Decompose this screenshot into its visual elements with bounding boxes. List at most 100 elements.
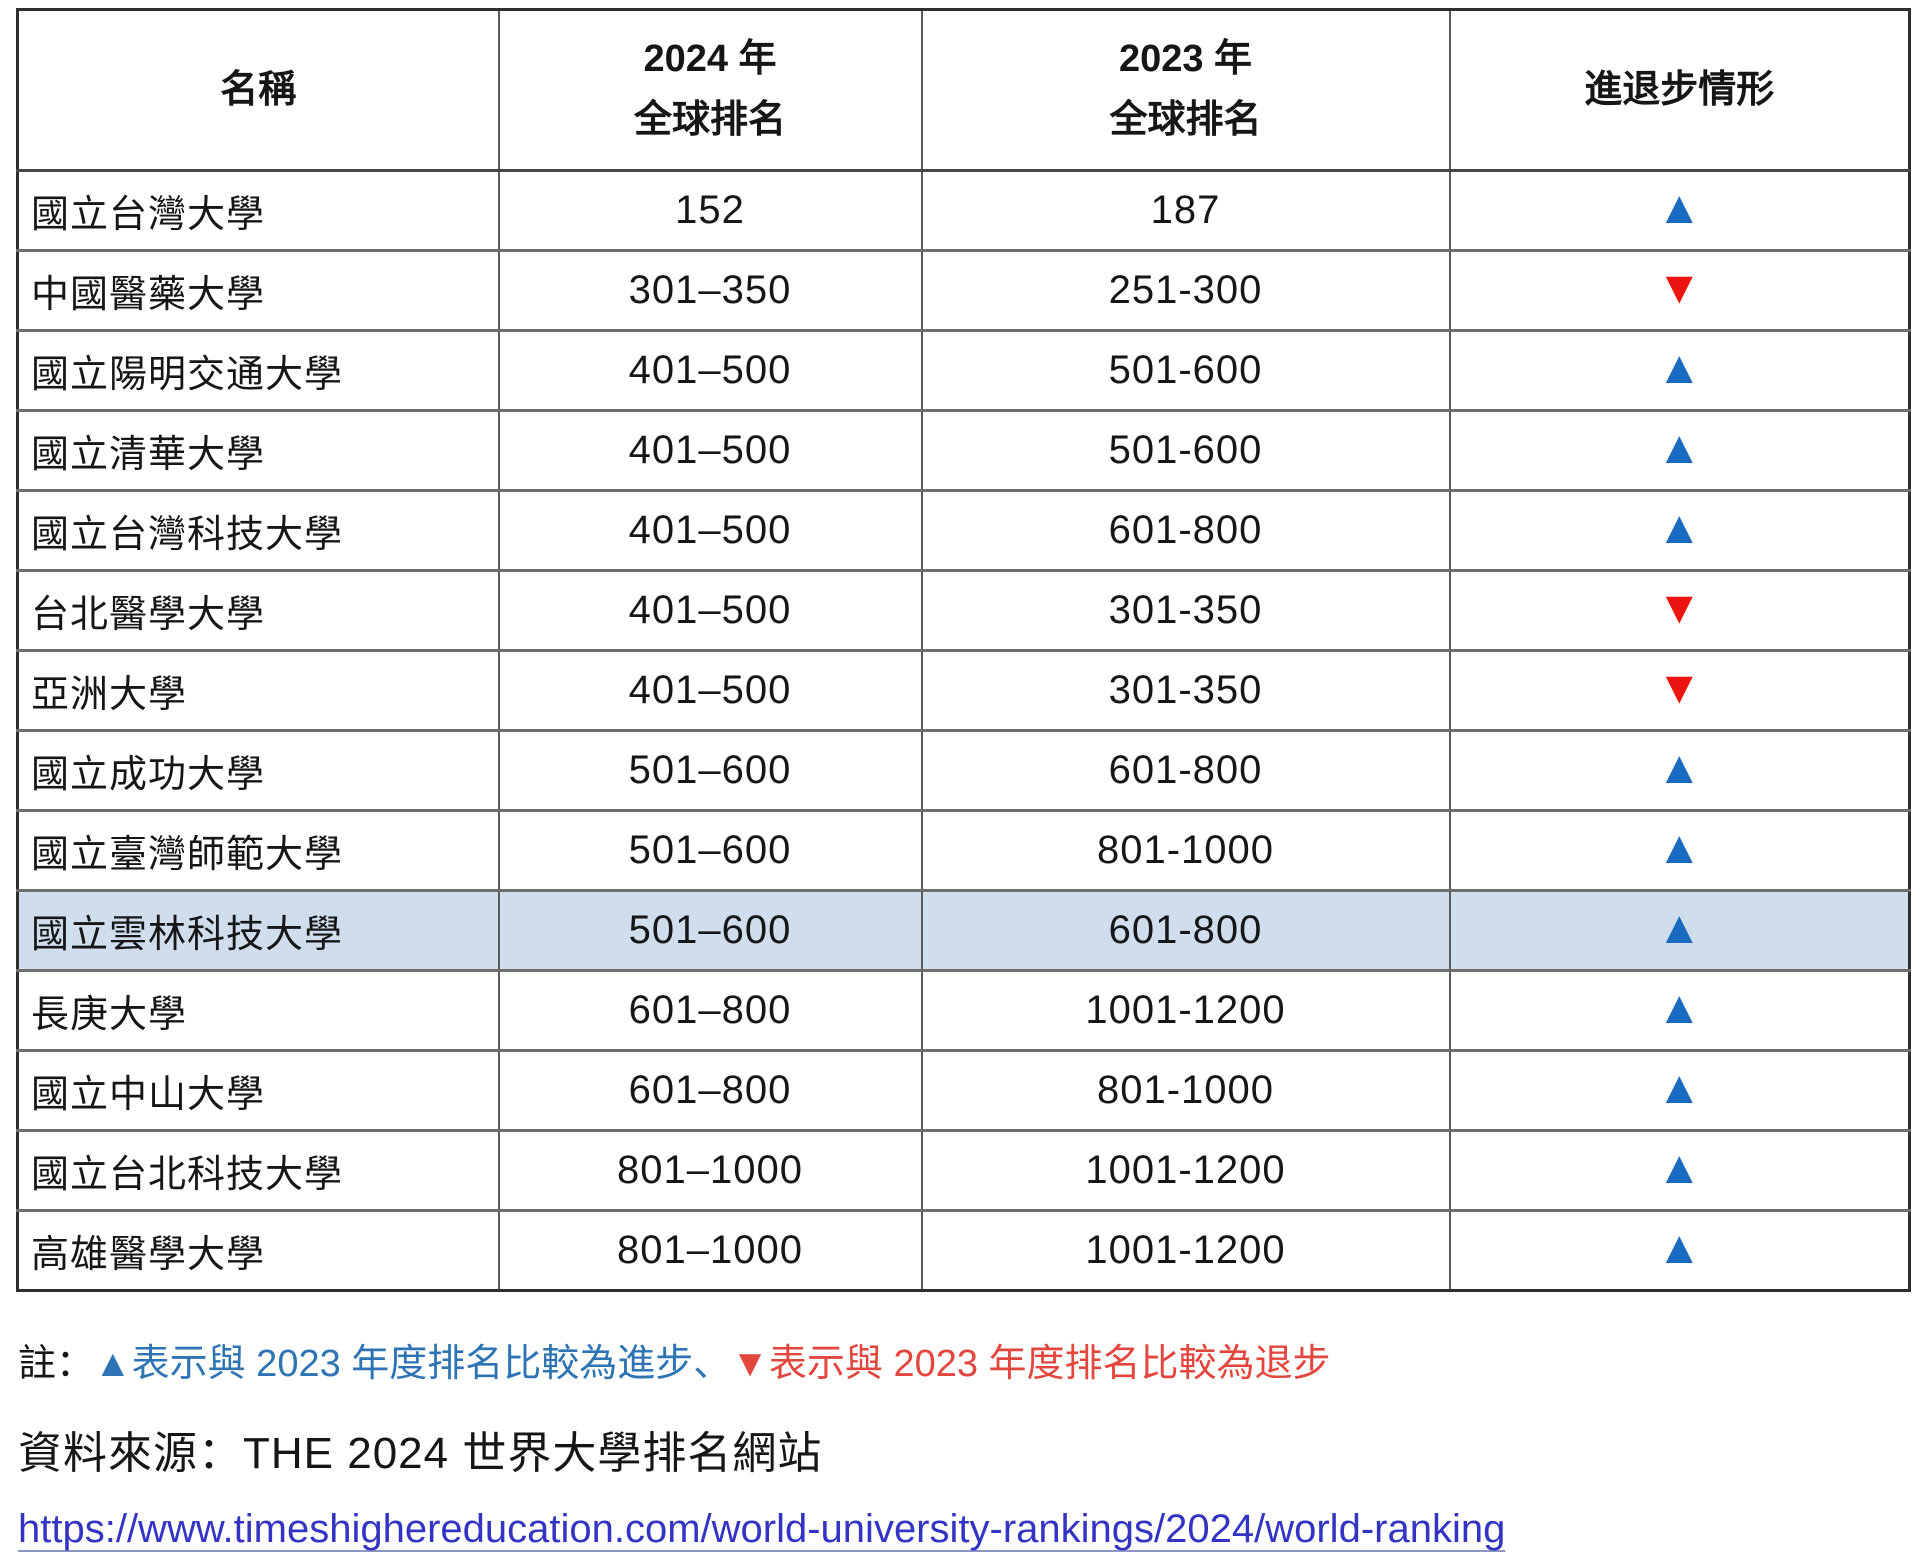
trend-up-icon: ▲ <box>1656 1061 1703 1113</box>
university-name: 亞洲大學 <box>17 649 499 731</box>
university-name: 國立台灣科技大學 <box>17 489 499 571</box>
col-header-2024-line1: 2024 年 <box>643 38 777 81</box>
trend-down-icon: ▼ <box>1656 661 1703 713</box>
trend-up-icon: ▲ <box>1656 181 1703 233</box>
source-url-line: https://www.timeshighereducation.com/wor… <box>18 1507 1908 1552</box>
rank-2024-value: 301–350 <box>497 249 922 331</box>
table-row: 國立清華大學 401–500 501-600 ▲ <box>17 409 1910 491</box>
rank-2024-value: 601–800 <box>497 1049 922 1131</box>
col-header-trend: 進退步情形 <box>1448 9 1910 172</box>
rank-2023-value: 601-800 <box>920 489 1450 571</box>
table-row: 台北醫學大學 401–500 301-350 ▼ <box>17 569 1910 651</box>
col-header-2023-rank: 2023 年 全球排名 <box>920 9 1450 172</box>
rank-2024-value: 401–500 <box>497 569 922 651</box>
table-row: 國立台灣大學 152 187 ▲ <box>17 169 1910 251</box>
university-name: 國立台北科技大學 <box>17 1129 499 1211</box>
table-row: 國立臺灣師範大學 501–600 801-1000 ▲ <box>17 809 1910 891</box>
rank-2023-value: 1001-1200 <box>920 1209 1450 1291</box>
trend-cell: ▲ <box>1448 729 1910 811</box>
rank-2024-value: 152 <box>497 169 922 251</box>
trend-cell: ▲ <box>1448 489 1910 571</box>
rank-2024-value: 801–1000 <box>497 1129 922 1211</box>
trend-up-icon: ▲ <box>1656 1141 1703 1193</box>
trend-cell: ▲ <box>1448 969 1910 1051</box>
table-row: 中國醫藥大學 301–350 251-300 ▼ <box>17 249 1910 331</box>
trend-cell: ▼ <box>1448 649 1910 731</box>
trend-cell: ▲ <box>1448 1129 1910 1211</box>
trend-down-icon: ▼ <box>1656 581 1703 633</box>
trend-down-icon: ▼ <box>1656 261 1703 313</box>
table-row: 長庚大學 601–800 1001-1200 ▲ <box>17 969 1910 1051</box>
rank-2023-value: 601-800 <box>920 889 1450 971</box>
col-header-2024-line2: 全球排名 <box>633 99 786 141</box>
rank-2023-value: 187 <box>920 169 1450 251</box>
university-name: 長庚大學 <box>17 969 499 1051</box>
university-name: 台北醫學大學 <box>17 569 499 651</box>
university-name: 國立臺灣師範大學 <box>17 809 499 891</box>
col-header-trend-label: 進退步情形 <box>1584 68 1775 111</box>
table-row: 高雄醫學大學 801–1000 1001-1200 ▲ <box>17 1209 1910 1291</box>
rank-2023-value: 501-600 <box>920 409 1450 491</box>
note-decline-text: ▼表示與 2023 年度排名比較為退步 <box>731 1343 1331 1385</box>
university-name: 國立陽明交通大學 <box>17 329 499 411</box>
legend-note: 註：▲表示與 2023 年度排名比較為進步、▼表示與 2023 年度排名比較為退… <box>18 1332 1908 1387</box>
col-header-2023-line1: 2023 年 <box>1118 38 1253 81</box>
data-source-line: 資料來源：THE 2024 世界大學排名網站 <box>18 1429 823 1478</box>
trend-up-icon: ▲ <box>1656 981 1703 1033</box>
note-prefix: 註： <box>18 1343 95 1385</box>
rank-2023-value: 251-300 <box>920 249 1450 331</box>
table-row: 亞洲大學 401–500 301-350 ▼ <box>17 649 1910 731</box>
university-ranking-table: 名稱 2024 年 全球排名 2023 年 全球排名 進退步情形 國立台灣大學 … <box>16 8 1911 1292</box>
rank-2024-value: 401–500 <box>497 409 922 491</box>
trend-cell: ▲ <box>1448 1209 1910 1291</box>
trend-cell: ▼ <box>1448 249 1910 331</box>
table-row: 國立台灣科技大學 401–500 601-800 ▲ <box>17 489 1910 571</box>
trend-cell: ▲ <box>1448 169 1910 251</box>
rank-2024-value: 401–500 <box>497 649 922 731</box>
trend-cell: ▲ <box>1448 329 1910 411</box>
rank-2023-value: 501-600 <box>920 329 1450 411</box>
rank-2023-value: 301-350 <box>920 649 1450 731</box>
rank-2023-value: 301-350 <box>920 569 1450 651</box>
rank-2024-value: 401–500 <box>497 329 922 411</box>
trend-cell: ▲ <box>1448 1049 1910 1131</box>
trend-up-icon: ▲ <box>1656 341 1703 393</box>
rank-2023-value: 801-1000 <box>920 809 1450 891</box>
university-name: 國立台灣大學 <box>17 169 499 251</box>
university-name: 高雄醫學大學 <box>17 1209 499 1291</box>
rank-2023-value: 601-800 <box>920 729 1450 811</box>
trend-up-icon: ▲ <box>1656 821 1703 873</box>
rank-2024-value: 601–800 <box>497 969 922 1051</box>
col-header-name-label: 名稱 <box>220 68 297 111</box>
trend-cell: ▲ <box>1448 809 1910 891</box>
trend-cell: ▲ <box>1448 409 1910 491</box>
university-name: 國立雲林科技大學 <box>17 889 499 971</box>
note-improvement-text: ▲表示與 2023 年度排名比較為進步、 <box>94 1343 732 1385</box>
rank-2024-value: 501–600 <box>497 729 922 811</box>
university-name: 國立清華大學 <box>17 409 499 491</box>
col-header-name: 名稱 <box>17 9 499 172</box>
trend-up-icon: ▲ <box>1656 1221 1703 1273</box>
col-header-2023-line2: 全球排名 <box>1109 99 1262 141</box>
table-row: 國立成功大學 501–600 601-800 ▲ <box>17 729 1910 811</box>
header-row: 名稱 2024 年 全球排名 2023 年 全球排名 進退步情形 <box>17 9 1910 172</box>
rank-2024-value: 501–600 <box>497 809 922 891</box>
trend-up-icon: ▲ <box>1656 421 1703 473</box>
trend-cell: ▲ <box>1448 889 1910 971</box>
rank-2024-value: 401–500 <box>497 489 922 571</box>
university-name: 國立中山大學 <box>17 1049 499 1131</box>
rank-2024-value: 501–600 <box>497 889 922 971</box>
col-header-2024-rank: 2024 年 全球排名 <box>497 9 922 172</box>
rank-2023-value: 1001-1200 <box>920 1129 1450 1211</box>
table-row: 國立中山大學 601–800 801-1000 ▲ <box>17 1049 1910 1131</box>
table-row: 國立陽明交通大學 401–500 501-600 ▲ <box>17 329 1910 411</box>
trend-cell: ▼ <box>1448 569 1910 651</box>
university-name: 國立成功大學 <box>17 729 499 811</box>
table-row: 國立雲林科技大學 501–600 601-800 ▲ <box>17 889 1910 971</box>
rank-2023-value: 1001-1200 <box>920 969 1450 1051</box>
table-row: 國立台北科技大學 801–1000 1001-1200 ▲ <box>17 1129 1910 1211</box>
rank-2024-value: 801–1000 <box>497 1209 922 1291</box>
source-url-link[interactable]: https://www.timeshighereducation.com/wor… <box>18 1507 1506 1551</box>
trend-up-icon: ▲ <box>1656 501 1703 553</box>
